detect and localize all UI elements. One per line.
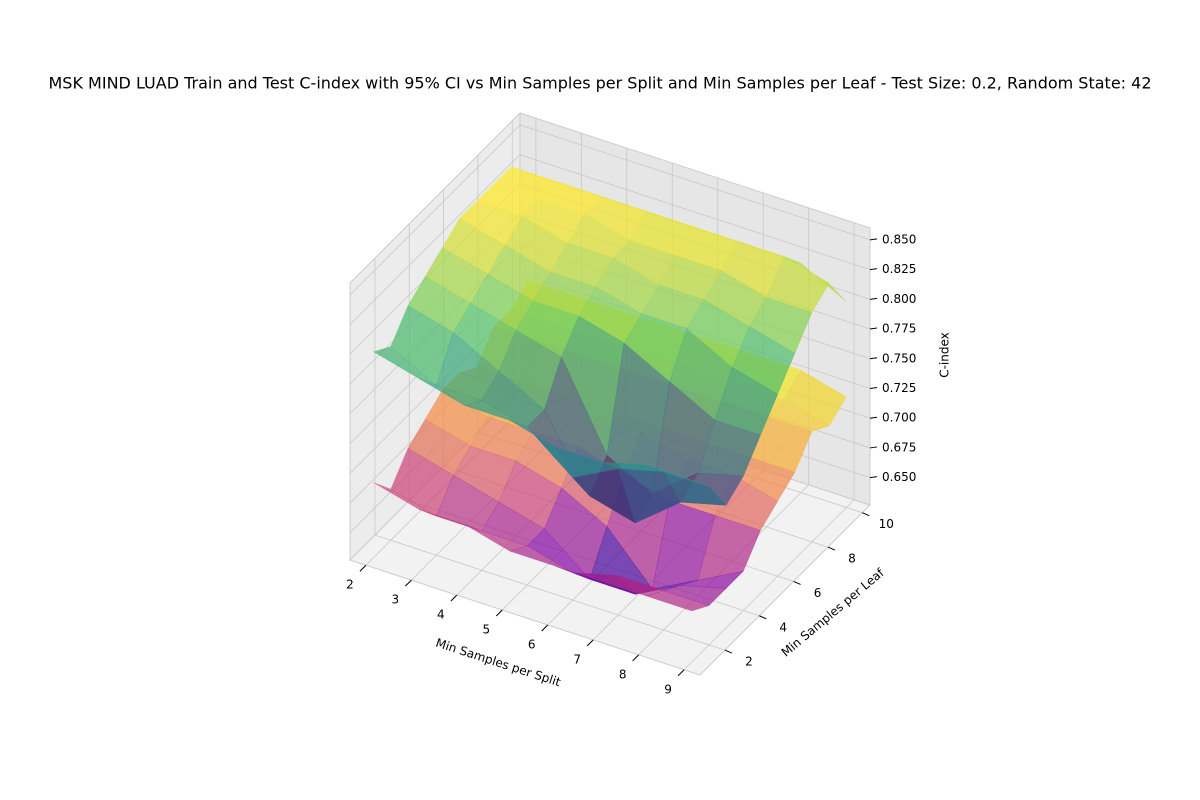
x-tick-label: 3 bbox=[392, 593, 400, 607]
y-tick-label: 8 bbox=[848, 552, 856, 566]
y-tick-label: 4 bbox=[779, 620, 787, 634]
z-tick bbox=[869, 268, 878, 271]
grid-line bbox=[519, 124, 871, 241]
x-tick bbox=[359, 564, 367, 572]
z-tick-label: 0.700 bbox=[882, 411, 916, 425]
z-tick bbox=[869, 476, 878, 479]
x-tick bbox=[450, 594, 458, 602]
z-tick-label: 0.775 bbox=[882, 322, 916, 336]
z-tick bbox=[869, 327, 878, 330]
z-tick bbox=[869, 386, 878, 389]
grid-line bbox=[374, 534, 726, 651]
y-tick bbox=[759, 615, 767, 620]
z-tick bbox=[869, 238, 878, 241]
x-tick-label: 7 bbox=[573, 652, 581, 666]
y-tick bbox=[724, 649, 733, 654]
z-tick-label: 0.650 bbox=[882, 470, 916, 484]
z-axis-label: C-index bbox=[938, 332, 952, 378]
grid-line bbox=[519, 154, 871, 270]
y-tick bbox=[827, 546, 836, 551]
grid-line bbox=[683, 499, 855, 671]
surface-face bbox=[645, 590, 710, 612]
chart-title: MSK MIND LUAD Train and Test C-index wit… bbox=[49, 74, 1152, 93]
y-tick bbox=[862, 512, 870, 517]
y-tick-label: 6 bbox=[814, 586, 822, 600]
x-tick-label: 2 bbox=[346, 578, 354, 592]
z-tick-label: 0.800 bbox=[882, 292, 916, 306]
x-tick bbox=[405, 579, 412, 587]
x-tick bbox=[632, 654, 639, 662]
z-tick bbox=[869, 416, 878, 419]
y-tick bbox=[793, 580, 801, 585]
x-tick bbox=[495, 609, 503, 617]
x-tick bbox=[586, 639, 594, 647]
y-tick-label: 2 bbox=[745, 655, 753, 669]
grid-line bbox=[349, 154, 521, 325]
x-axis-label: Min Samples per Split bbox=[434, 636, 563, 690]
x-tick-label: 5 bbox=[482, 623, 490, 637]
surface-face bbox=[646, 464, 710, 487]
x-tick bbox=[541, 624, 549, 632]
x-tick-label: 6 bbox=[528, 637, 536, 651]
z-tick-label: 0.825 bbox=[882, 262, 916, 276]
z-tick bbox=[869, 446, 878, 449]
z-tick bbox=[869, 357, 878, 360]
z-tick-label: 0.850 bbox=[882, 232, 916, 246]
x-tick-label: 8 bbox=[619, 667, 627, 681]
y-tick-label: 10 bbox=[879, 517, 894, 531]
z-tick-label: 0.750 bbox=[882, 351, 916, 365]
grid-line bbox=[349, 124, 521, 296]
z-tick bbox=[869, 297, 878, 300]
x-tick-label: 4 bbox=[437, 608, 445, 622]
z-tick-label: 0.675 bbox=[882, 440, 916, 454]
z-tick-label: 0.725 bbox=[882, 381, 916, 395]
x-tick bbox=[677, 669, 685, 677]
x-tick-label: 9 bbox=[664, 682, 672, 696]
